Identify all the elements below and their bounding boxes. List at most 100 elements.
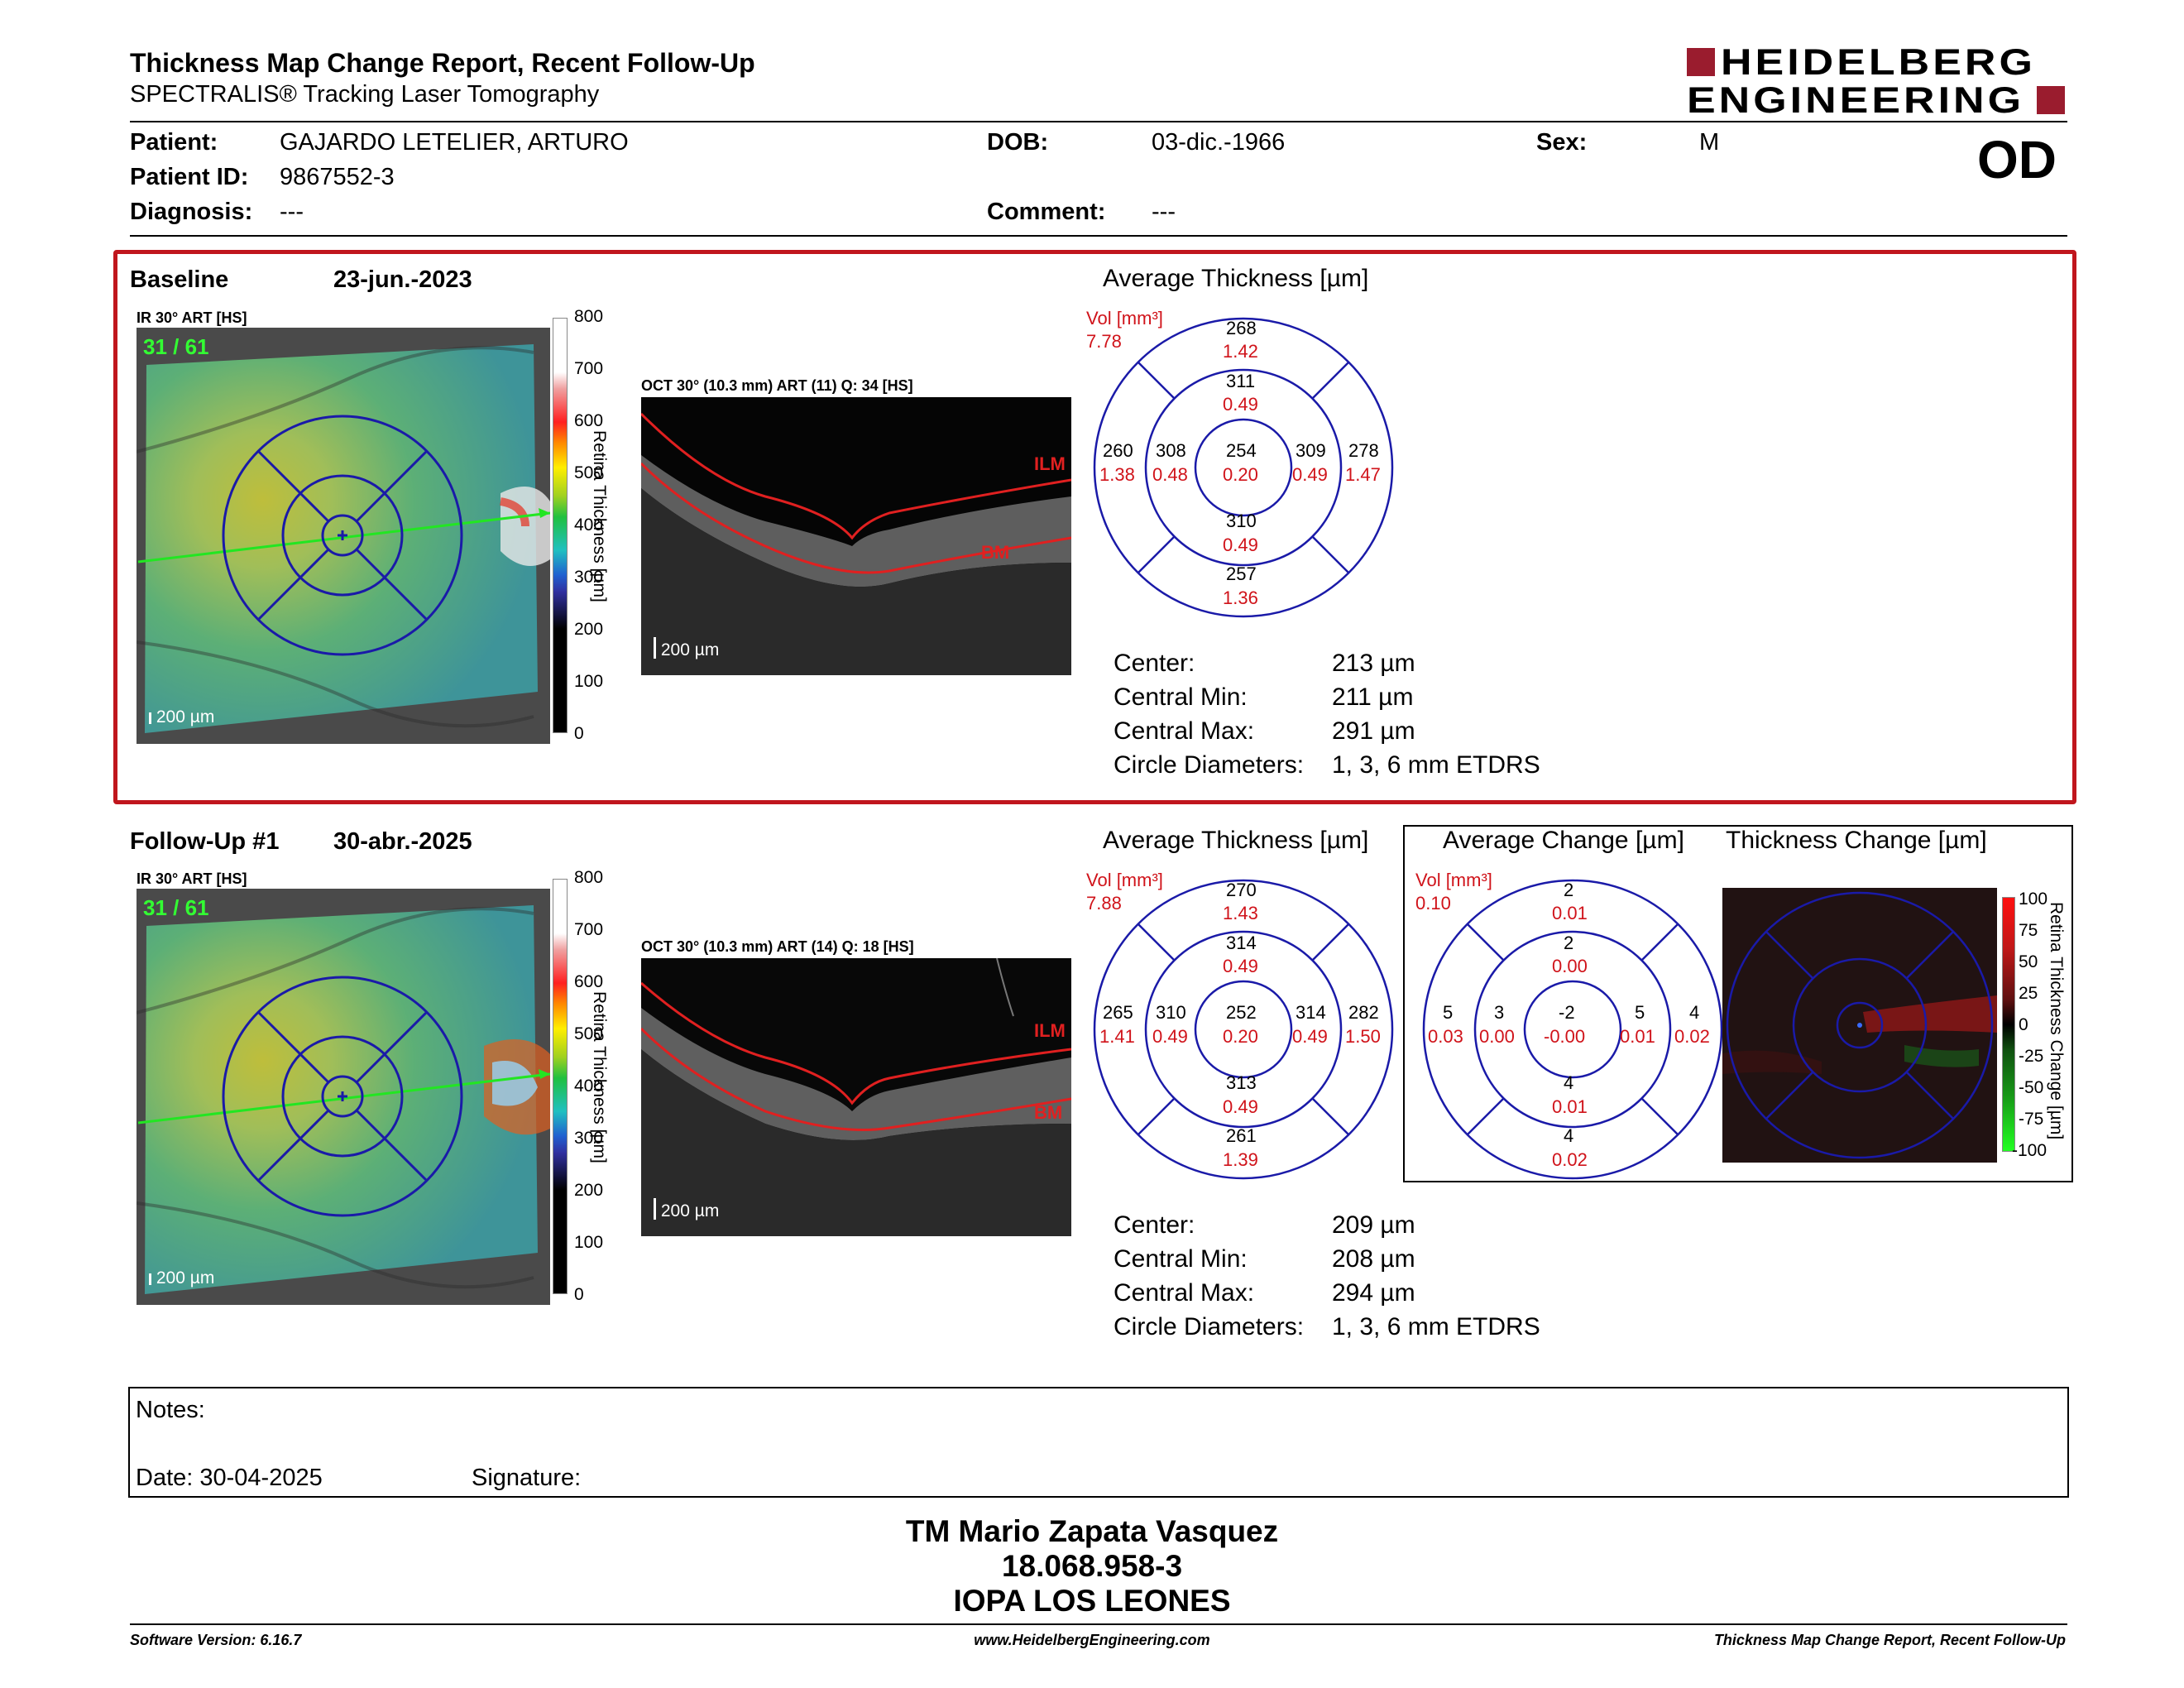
tick-label: 100 <box>574 672 604 691</box>
change-vol-label: Vol [mm³] <box>1415 870 1492 890</box>
patient-id-label: Patient ID: <box>130 164 249 190</box>
grid-outer-left-vol: 1.41 <box>1099 1026 1135 1047</box>
tick-label: 800 <box>574 307 604 326</box>
baseline-oct-scale-text: 200 µm <box>660 640 720 659</box>
report-title: Thickness Map Change Report, Recent Foll… <box>130 48 755 78</box>
diagnosis-label: Diagnosis: <box>130 199 253 225</box>
baseline-date: 23-jun.-2023 <box>333 266 472 293</box>
grid-outer-top: 2 <box>1564 880 1574 900</box>
signature-label: Signature: <box>472 1465 582 1491</box>
dob-value: 03-dic.-1966 <box>1152 129 1286 156</box>
tick-label: 300 <box>574 568 604 587</box>
grid-center-vol: -0.00 <box>1544 1026 1586 1047</box>
followup-oct-scan <box>641 958 1071 1236</box>
stat-value: 211 µm <box>1332 683 1414 711</box>
grid-inner-bottom-vol: 0.49 <box>1223 535 1258 555</box>
baseline-oct-scale: 200 µm <box>654 637 719 660</box>
grid-outer-left: 260 <box>1103 440 1133 461</box>
followup-oct-scale-text: 200 µm <box>660 1201 720 1220</box>
baseline-bm-label: BM <box>981 542 1010 563</box>
grid-inner-bottom-vol: 0.49 <box>1223 1096 1258 1117</box>
tick-label: 0 <box>574 724 584 743</box>
scale-bar-tick <box>149 1273 151 1285</box>
change-colorbar <box>2002 897 2015 1152</box>
tick-label: 600 <box>574 411 604 430</box>
notes-box[interactable] <box>128 1387 2069 1498</box>
thickness-change-map <box>1722 888 1997 1163</box>
followup-label: Follow-Up #1 <box>130 828 280 855</box>
patient-name: GAJARDO LETELIER, ARTURO <box>280 129 629 156</box>
baseline-ilm-label: ILM <box>1034 453 1066 474</box>
website-link[interactable]: www.HeidelbergEngineering.com <box>974 1632 1210 1648</box>
followup-date: 30-abr.-2025 <box>333 828 472 855</box>
grid-outer-top-vol: 1.42 <box>1223 341 1258 362</box>
followup-thickness-map <box>136 889 550 1305</box>
grid-inner-top: 2 <box>1564 933 1574 953</box>
grid-inner-right: 309 <box>1296 440 1326 461</box>
grid-inner-top-vol: 0.49 <box>1223 394 1258 415</box>
change-vol-value: 0.10 <box>1415 893 1451 914</box>
signer-name: TM Mario Zapata Vasquez <box>905 1514 1279 1548</box>
patient-label: Patient: <box>130 129 218 156</box>
stat-label: Central Min: <box>1114 683 1248 711</box>
grid-inner-right: 5 <box>1635 1002 1645 1023</box>
tick-label: 100 <box>574 1233 604 1252</box>
followup-etdrs-overlay <box>222 976 463 1217</box>
grid-center-vol: 0.20 <box>1223 464 1258 485</box>
diagnosis-value: --- <box>280 199 304 225</box>
sex-value: M <box>1699 129 1720 156</box>
followup-vol-value: 7.88 <box>1086 893 1122 914</box>
baseline-oct-label: OCT 30° (10.3 mm) ART (11) Q: 34 [HS] <box>641 377 913 394</box>
grid-outer-left: 265 <box>1103 1002 1133 1023</box>
followup-frame-count: 31 / 61 <box>143 895 209 920</box>
stat-value: 1, 3, 6 mm ETDRS <box>1332 751 1540 779</box>
grid-outer-top: 268 <box>1226 318 1257 338</box>
grid-inner-left: 3 <box>1494 1002 1505 1023</box>
grid-outer-right-vol: 1.50 <box>1345 1026 1381 1047</box>
stat-label: Center: <box>1114 650 1195 677</box>
grid-center: 252 <box>1226 1002 1257 1023</box>
tick-label: -25 <box>2019 1047 2044 1066</box>
followup-thickness-colorbar <box>553 879 568 1294</box>
baseline-frame-count: 31 / 61 <box>143 334 209 359</box>
change-scale-title: Retina Thickness Change [µm] <box>2047 902 2066 1140</box>
notes-date: Date: 30-04-2025 <box>136 1465 323 1491</box>
baseline-avg-title: Average Thickness [µm] <box>1103 265 1369 292</box>
grid-inner-right-vol: 0.49 <box>1292 464 1328 485</box>
change-avg-title: Average Change [µm] <box>1443 827 1684 854</box>
grid-outer-right: 278 <box>1348 440 1379 461</box>
baseline-ir-label: IR 30° ART [HS] <box>136 309 247 326</box>
dob-label: DOB: <box>987 129 1049 156</box>
grid-inner-left-vol: 0.00 <box>1479 1026 1515 1047</box>
followup-ir-label: IR 30° ART [HS] <box>136 870 247 887</box>
tick-label: -75 <box>2019 1110 2044 1129</box>
tick-label: 700 <box>574 359 604 378</box>
signer-rut: 18.068.958-3 <box>1001 1549 1183 1583</box>
baseline-ir-scale-text: 200 µm <box>156 707 215 727</box>
tick-label: 0 <box>2019 1015 2028 1034</box>
tick-label: 200 <box>574 620 604 639</box>
grid-outer-left: 5 <box>1443 1002 1454 1023</box>
baseline-vol-value: 7.78 <box>1086 331 1122 352</box>
logo-line2: ENGINEERING <box>1687 79 2025 122</box>
tick-label: -100 <box>2012 1141 2048 1160</box>
baseline-etdrs-grid <box>1093 317 1394 618</box>
grid-inner-bottom: 310 <box>1226 511 1257 531</box>
grid-center: -2 <box>1559 1002 1575 1023</box>
patient-divider <box>130 235 2067 237</box>
sex-label: Sex: <box>1536 129 1588 156</box>
tick-label: 25 <box>2019 984 2038 1003</box>
grid-inner-left-vol: 0.48 <box>1152 464 1188 485</box>
grid-outer-top-vol: 1.43 <box>1223 903 1258 923</box>
report-subtitle: SPECTRALIS® Tracking Laser Tomography <box>130 81 600 108</box>
grid-inner-top-vol: 0.00 <box>1552 956 1588 976</box>
grid-outer-bottom-vol: 1.36 <box>1223 587 1258 608</box>
followup-ir-scale-text: 200 µm <box>156 1268 215 1288</box>
comment-value: --- <box>1152 199 1176 225</box>
tick-label: 600 <box>574 972 604 991</box>
tick-label: 400 <box>574 516 604 535</box>
eye-label: OD <box>1977 130 2057 189</box>
scale-bar-tick <box>654 637 656 659</box>
grid-outer-bottom: 257 <box>1226 563 1257 584</box>
grid-outer-top-vol: 0.01 <box>1552 903 1588 923</box>
